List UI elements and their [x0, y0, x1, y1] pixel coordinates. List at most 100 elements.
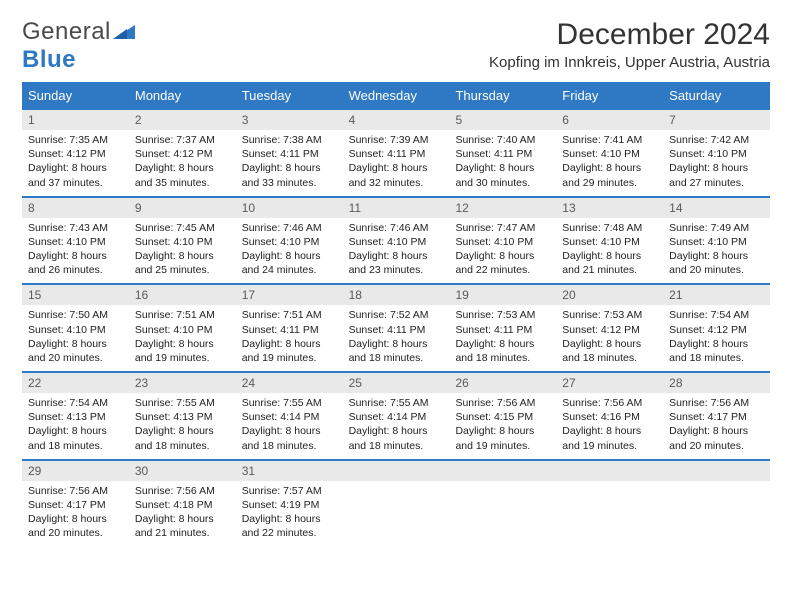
daylight-line: Daylight: 8 hours and 20 minutes.	[669, 249, 764, 277]
day-number	[663, 461, 770, 481]
daylight-line: Daylight: 8 hours and 21 minutes.	[562, 249, 657, 277]
day-number	[449, 461, 556, 481]
sunset-line: Sunset: 4:12 PM	[28, 147, 123, 161]
day-cell: Sunrise: 7:54 AMSunset: 4:13 PMDaylight:…	[22, 393, 129, 459]
day-number: 30	[129, 461, 236, 481]
day-number: 28	[663, 373, 770, 393]
sunset-line: Sunset: 4:12 PM	[562, 323, 657, 337]
sunset-line: Sunset: 4:11 PM	[349, 147, 444, 161]
sunrise-line: Sunrise: 7:55 AM	[349, 396, 444, 410]
sunset-line: Sunset: 4:16 PM	[562, 410, 657, 424]
day-cell: Sunrise: 7:42 AMSunset: 4:10 PMDaylight:…	[663, 130, 770, 196]
week-row: 293031 Sunrise: 7:56 AMSunset: 4:17 PMDa…	[22, 459, 770, 547]
daylight-line: Daylight: 8 hours and 21 minutes.	[135, 512, 230, 540]
daylight-line: Daylight: 8 hours and 23 minutes.	[349, 249, 444, 277]
daylight-line: Daylight: 8 hours and 19 minutes.	[455, 424, 550, 452]
day-number: 9	[129, 198, 236, 218]
daynum-row: 15161718192021	[22, 285, 770, 305]
daylight-line: Daylight: 8 hours and 33 minutes.	[242, 161, 337, 189]
day-cell: Sunrise: 7:46 AMSunset: 4:10 PMDaylight:…	[236, 218, 343, 284]
sunrise-line: Sunrise: 7:53 AM	[455, 308, 550, 322]
sunset-line: Sunset: 4:10 PM	[349, 235, 444, 249]
day-number: 1	[22, 110, 129, 130]
sunrise-line: Sunrise: 7:42 AM	[669, 133, 764, 147]
sunrise-line: Sunrise: 7:57 AM	[242, 484, 337, 498]
daylight-line: Daylight: 8 hours and 19 minutes.	[242, 337, 337, 365]
day-cell: Sunrise: 7:52 AMSunset: 4:11 PMDaylight:…	[343, 305, 450, 371]
week-row: 22232425262728Sunrise: 7:54 AMSunset: 4:…	[22, 371, 770, 459]
day-number: 20	[556, 285, 663, 305]
sunset-line: Sunset: 4:13 PM	[28, 410, 123, 424]
day-cell: Sunrise: 7:49 AMSunset: 4:10 PMDaylight:…	[663, 218, 770, 284]
sunset-line: Sunset: 4:10 PM	[135, 323, 230, 337]
day-number: 16	[129, 285, 236, 305]
daylight-line: Daylight: 8 hours and 24 minutes.	[242, 249, 337, 277]
day-number: 14	[663, 198, 770, 218]
sunrise-line: Sunrise: 7:55 AM	[135, 396, 230, 410]
day-cell: Sunrise: 7:56 AMSunset: 4:17 PMDaylight:…	[663, 393, 770, 459]
day-cell	[556, 481, 663, 547]
day-cell: Sunrise: 7:57 AMSunset: 4:19 PMDaylight:…	[236, 481, 343, 547]
day-cell: Sunrise: 7:56 AMSunset: 4:16 PMDaylight:…	[556, 393, 663, 459]
day-cell: Sunrise: 7:50 AMSunset: 4:10 PMDaylight:…	[22, 305, 129, 371]
weekday-wednesday: Wednesday	[343, 84, 450, 108]
day-number: 13	[556, 198, 663, 218]
day-number: 10	[236, 198, 343, 218]
sunrise-line: Sunrise: 7:48 AM	[562, 221, 657, 235]
day-cell	[449, 481, 556, 547]
daylight-line: Daylight: 8 hours and 18 minutes.	[28, 424, 123, 452]
sunset-line: Sunset: 4:19 PM	[242, 498, 337, 512]
sunrise-line: Sunrise: 7:38 AM	[242, 133, 337, 147]
sunset-line: Sunset: 4:10 PM	[28, 235, 123, 249]
daylight-line: Daylight: 8 hours and 20 minutes.	[669, 424, 764, 452]
daylight-line: Daylight: 8 hours and 22 minutes.	[242, 512, 337, 540]
day-number: 19	[449, 285, 556, 305]
sunrise-line: Sunrise: 7:50 AM	[28, 308, 123, 322]
sunset-line: Sunset: 4:17 PM	[28, 498, 123, 512]
sunset-line: Sunset: 4:15 PM	[455, 410, 550, 424]
sunset-line: Sunset: 4:11 PM	[242, 323, 337, 337]
sunset-line: Sunset: 4:11 PM	[455, 147, 550, 161]
logo-triangle-icon	[113, 18, 135, 46]
day-number: 7	[663, 110, 770, 130]
week-row: 15161718192021Sunrise: 7:50 AMSunset: 4:…	[22, 283, 770, 371]
sunset-line: Sunset: 4:14 PM	[349, 410, 444, 424]
day-cell: Sunrise: 7:35 AMSunset: 4:12 PMDaylight:…	[22, 130, 129, 196]
daylight-line: Daylight: 8 hours and 25 minutes.	[135, 249, 230, 277]
day-cell: Sunrise: 7:41 AMSunset: 4:10 PMDaylight:…	[556, 130, 663, 196]
daylight-line: Daylight: 8 hours and 20 minutes.	[28, 512, 123, 540]
day-number: 29	[22, 461, 129, 481]
sunrise-line: Sunrise: 7:56 AM	[669, 396, 764, 410]
sunset-line: Sunset: 4:17 PM	[669, 410, 764, 424]
logo-text: GeneralBlue	[22, 18, 135, 74]
day-number: 4	[343, 110, 450, 130]
weekday-saturday: Saturday	[663, 84, 770, 108]
weekday-friday: Friday	[556, 84, 663, 108]
day-cell: Sunrise: 7:55 AMSunset: 4:14 PMDaylight:…	[343, 393, 450, 459]
week-row: 891011121314Sunrise: 7:43 AMSunset: 4:10…	[22, 196, 770, 284]
day-cell: Sunrise: 7:45 AMSunset: 4:10 PMDaylight:…	[129, 218, 236, 284]
daylight-line: Daylight: 8 hours and 20 minutes.	[28, 337, 123, 365]
weekday-row: SundayMondayTuesdayWednesdayThursdayFrid…	[22, 84, 770, 108]
daylight-line: Daylight: 8 hours and 18 minutes.	[242, 424, 337, 452]
logo: GeneralBlue	[22, 18, 135, 74]
weekday-sunday: Sunday	[22, 84, 129, 108]
day-cell: Sunrise: 7:55 AMSunset: 4:13 PMDaylight:…	[129, 393, 236, 459]
sunrise-line: Sunrise: 7:37 AM	[135, 133, 230, 147]
daylight-line: Daylight: 8 hours and 32 minutes.	[349, 161, 444, 189]
daynum-row: 891011121314	[22, 198, 770, 218]
sunset-line: Sunset: 4:13 PM	[135, 410, 230, 424]
day-cell: Sunrise: 7:51 AMSunset: 4:10 PMDaylight:…	[129, 305, 236, 371]
sunset-line: Sunset: 4:10 PM	[669, 235, 764, 249]
daylight-line: Daylight: 8 hours and 30 minutes.	[455, 161, 550, 189]
daylight-line: Daylight: 8 hours and 27 minutes.	[669, 161, 764, 189]
day-number: 12	[449, 198, 556, 218]
daynum-row: 22232425262728	[22, 373, 770, 393]
sunset-line: Sunset: 4:10 PM	[669, 147, 764, 161]
day-number: 18	[343, 285, 450, 305]
sunrise-line: Sunrise: 7:40 AM	[455, 133, 550, 147]
day-cell	[663, 481, 770, 547]
day-cell: Sunrise: 7:43 AMSunset: 4:10 PMDaylight:…	[22, 218, 129, 284]
sunrise-line: Sunrise: 7:43 AM	[28, 221, 123, 235]
day-cell: Sunrise: 7:56 AMSunset: 4:15 PMDaylight:…	[449, 393, 556, 459]
